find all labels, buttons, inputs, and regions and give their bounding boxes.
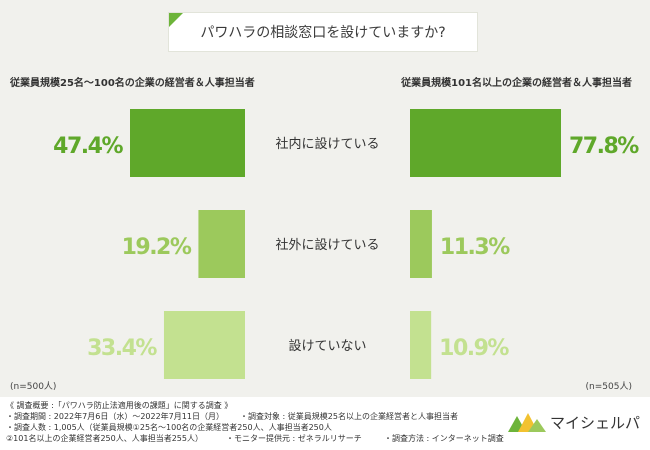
left-value-label-3: 33.4%	[87, 336, 157, 361]
brand-logo: マイシェルパ	[508, 411, 640, 433]
right-bar-3	[410, 311, 432, 379]
left-value-label-1: 47.4%	[53, 134, 123, 159]
left-bar-1	[130, 109, 245, 177]
right-bar-1	[410, 109, 561, 177]
butterfly-chart: 社内に設けている 47.4% 77.8% 社外に設けている 19.2% 11.3% 設けてい…	[53, 109, 641, 379]
footer-line-4b: ・モニター提供元 : ゼネラルリサーチ	[226, 434, 362, 443]
left-group-header: 従業員規模25名〜100名の企業の経営者＆人事担当者	[10, 78, 255, 89]
right-sample-size: (n=505人)	[585, 382, 632, 392]
right-value-label-3: 10.9%	[439, 336, 509, 361]
footer-line-4: ②101名以上の企業経営者250人、人事担当者255人）	[6, 434, 203, 443]
footer-line-1: 《 調査概要 :「パワハラ防止法適用後の課題」に関する調査 》	[6, 401, 233, 410]
footer-line-2: ・調査期間 : 2022年7月6日（水）〜2022年7月11日（月）	[6, 412, 224, 421]
survey-footer: 《 調査概要 :「パワハラ防止法適用後の課題」に関する調査 》 ・調査期間 : …	[0, 397, 650, 450]
right-value-label-1: 77.8%	[569, 134, 639, 159]
category-label-2: 社外に設けている	[275, 237, 379, 253]
chart-title: パワハラの相談窓口を設けていますか?	[200, 25, 446, 41]
title-box: パワハラの相談窓口を設けていますか?	[168, 12, 478, 52]
mountain-logo-icon	[508, 413, 546, 432]
category-label-3: 設けていない	[288, 338, 366, 354]
right-bar-2	[410, 210, 432, 278]
left-value-label-2: 19.2%	[122, 235, 192, 260]
footer-line-4c: ・調査方法 : インターネット調査	[384, 434, 504, 443]
right-group-header: 従業員規模101名以上の企業の経営者＆人事担当者	[401, 78, 632, 89]
left-sample-size: (n=500人)	[10, 382, 57, 392]
footer-line-2b: ・調査対象 : 従業員規模25名以上の企業経営者と人事担当者	[240, 412, 458, 421]
category-label-1: 社内に設けている	[275, 136, 379, 152]
right-value-label-2: 11.3%	[440, 235, 510, 260]
logo-text: マイシェルパ	[550, 413, 641, 432]
left-bar-2	[198, 210, 245, 278]
left-bar-3	[163, 311, 245, 379]
title-accent	[169, 13, 183, 27]
footer-line-3: ・調査人数 : 1,005人（従業員規模①25名〜100名の企業経営者250人、…	[6, 423, 332, 432]
